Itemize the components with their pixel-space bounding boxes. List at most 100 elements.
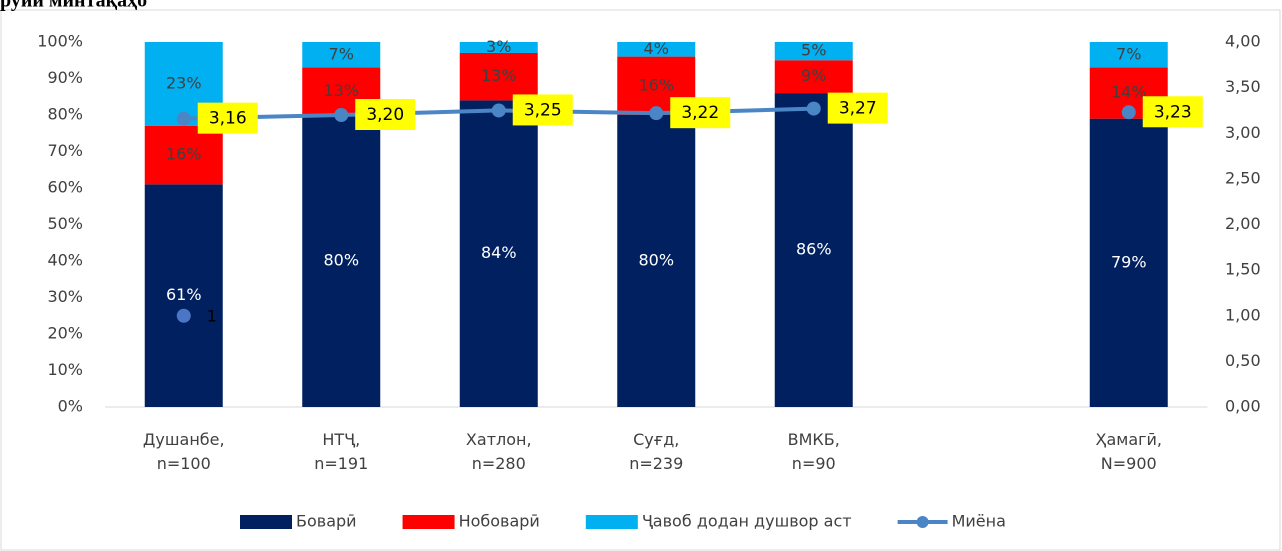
y2-tick-label: 3,00 <box>1225 123 1261 142</box>
y2-tick-label: 0,00 <box>1225 397 1261 416</box>
x-tick-line: Душанбе, <box>143 430 225 449</box>
x-tick-line: n=191 <box>314 454 368 473</box>
label-box <box>670 97 731 129</box>
y-tick-label: 80% <box>47 105 83 124</box>
y-tick-label: 70% <box>47 141 83 160</box>
line-marker <box>649 106 664 121</box>
data-label: 7% <box>1116 44 1141 63</box>
y-tick-label: 50% <box>47 214 83 233</box>
x-tick-label: Душанбе, n=100 <box>143 430 225 473</box>
bar-segment <box>302 115 381 407</box>
data-label: 3% <box>486 37 511 56</box>
data-label: 80% <box>638 251 674 270</box>
data-label: 23% <box>166 73 202 92</box>
data-label: 13% <box>481 66 517 85</box>
y-tick-label: 20% <box>47 324 83 343</box>
data-label: 86% <box>796 240 832 259</box>
data-label: 16% <box>638 75 674 94</box>
data-label: 79% <box>1111 252 1147 271</box>
data-label: 61% <box>166 285 202 304</box>
line-marker <box>176 111 191 126</box>
line-marker <box>334 108 349 122</box>
x-tick-label: Суғд, n=239 <box>629 430 683 473</box>
bar-segment <box>617 42 696 57</box>
data-label: 5% <box>801 41 826 60</box>
bar-segment <box>774 42 853 61</box>
bar-segment <box>774 60 853 94</box>
bar-segment <box>459 42 538 53</box>
data-label: 4% <box>644 39 669 58</box>
line-marker <box>176 308 191 323</box>
bar-segment <box>459 52 538 101</box>
legend-label: Миёна <box>952 512 1006 531</box>
data-label: 16% <box>166 145 202 164</box>
label-box <box>512 94 573 126</box>
data-label: 3,27 <box>839 99 877 119</box>
label-box <box>197 102 258 134</box>
data-label: 3,22 <box>681 103 719 123</box>
x-tick-line: ВМКБ, <box>788 430 840 449</box>
bar-segment <box>1089 42 1168 68</box>
line-marker <box>491 103 506 118</box>
legend-swatch <box>585 515 638 529</box>
x-tick-line: НТҶ, <box>322 430 360 449</box>
y-tick-label: 10% <box>47 360 83 379</box>
x-tick-label: ВМКБ, n=90 <box>788 430 840 473</box>
y-tick-label: 0% <box>58 397 83 416</box>
x-tick-line: n=90 <box>792 454 836 473</box>
x-tick-label: Ҳамагӣ, N=900 <box>1095 430 1162 473</box>
x-tick-label: Хатлон, n=280 <box>466 430 532 473</box>
data-label: 3,25 <box>524 100 562 120</box>
data-label: 80% <box>323 251 359 270</box>
y2-tick-label: 2,50 <box>1225 168 1261 187</box>
data-label: 14% <box>1111 83 1147 102</box>
y2-tick-label: 0,50 <box>1225 351 1261 370</box>
bar-segment <box>774 93 853 407</box>
x-tick-label: НТҶ, n=191 <box>314 430 368 473</box>
data-label: 3,23 <box>1154 102 1192 122</box>
x-tick-line: Ҳамагӣ, <box>1095 430 1162 449</box>
label-box <box>355 99 416 130</box>
label-box <box>1142 96 1203 128</box>
bar-segment <box>302 42 381 68</box>
bar-segment <box>459 100 538 408</box>
bar-segment <box>617 115 696 407</box>
data-label: 9% <box>801 66 826 85</box>
data-label: 3,16 <box>209 109 247 129</box>
x-tick-line: n=280 <box>472 454 526 473</box>
y2-tick-label: 2,00 <box>1225 214 1261 233</box>
y-tick-label: 90% <box>47 68 83 87</box>
y2-tick-label: 3,50 <box>1225 77 1261 96</box>
bar-segment <box>144 125 223 185</box>
line-marker <box>806 101 821 116</box>
data-label: 1 <box>207 306 217 325</box>
y-tick-label: 30% <box>47 287 83 306</box>
y-tick-label: 100% <box>37 32 83 51</box>
data-label: 7% <box>329 44 354 63</box>
legend-swatch <box>402 515 455 529</box>
bar-segment <box>144 184 223 407</box>
x-tick-line: n=239 <box>629 454 683 473</box>
legend-label: Ҷавоб додан душвор аст <box>642 512 852 531</box>
legend-label: Нобоварӣ <box>459 512 540 531</box>
legend-swatch <box>240 515 292 529</box>
x-tick-line: Хатлон, <box>466 430 532 449</box>
x-tick-line: Суғд, <box>633 430 679 449</box>
line-marker <box>1121 105 1136 120</box>
bar-segment <box>1089 118 1168 408</box>
y-tick-label: 60% <box>47 178 83 197</box>
legend-marker <box>916 516 929 528</box>
legend-label: Боварӣ <box>296 512 357 531</box>
data-label: 13% <box>323 81 359 100</box>
data-label: 84% <box>481 243 517 262</box>
x-tick-line: n=100 <box>157 454 211 473</box>
y2-tick-label: 4,00 <box>1225 32 1261 51</box>
label-box <box>827 92 888 124</box>
y-tick-label: 40% <box>47 251 83 270</box>
chart-title: руйи минтақаҳо <box>0 0 147 12</box>
data-label: 3,20 <box>366 105 404 125</box>
x-tick-line: N=900 <box>1101 454 1157 473</box>
y2-tick-label: 1,50 <box>1225 260 1261 279</box>
y2-tick-label: 1,00 <box>1225 305 1261 324</box>
